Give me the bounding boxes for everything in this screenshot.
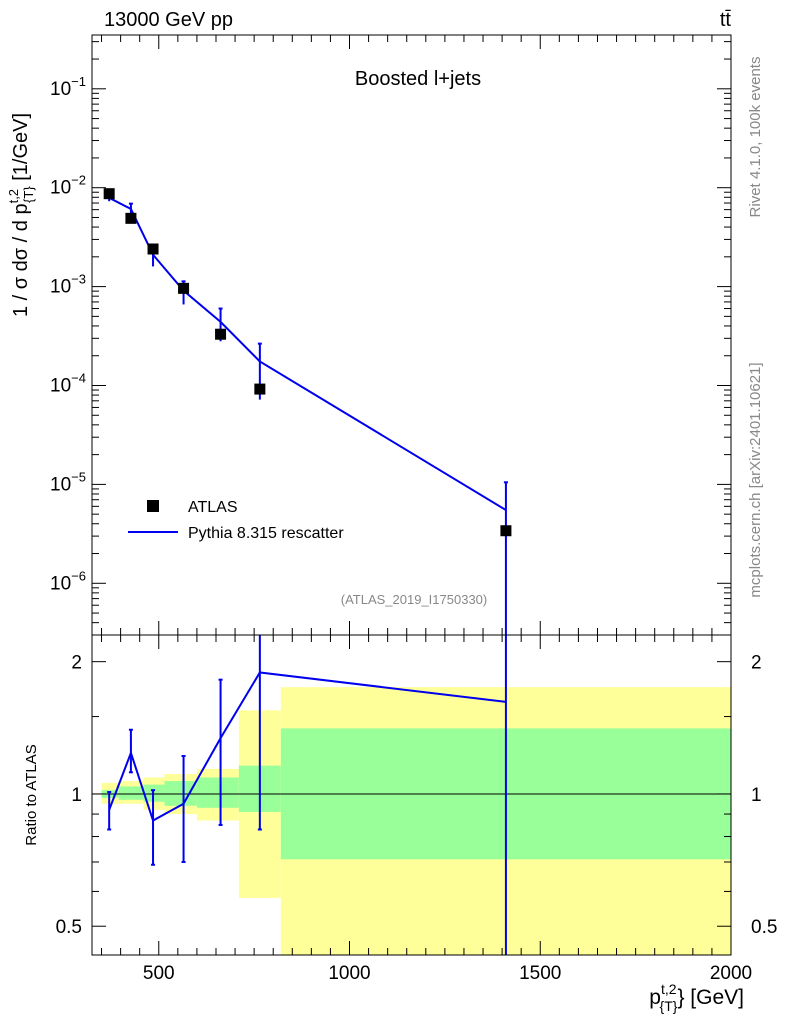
main-plot-area <box>103 188 512 635</box>
legend: ATLAS Pythia 8.315 rescatter <box>128 499 344 542</box>
ratio-plot-area <box>92 635 731 955</box>
x-tick-label: 1500 <box>519 963 561 984</box>
ratio-panel: 0.5 0.5 1 1 2 2 500 1000 1500 2000 Ratio to ATLAS <box>23 634 777 984</box>
analysis-id: (ATLAS_2019_I1750330) <box>341 592 487 607</box>
energy-label: 13000 GeV pp <box>104 9 233 31</box>
ratio-series-line <box>108 671 507 822</box>
process-label: tt̄ <box>720 9 732 31</box>
y-tick-label: 10−6 <box>50 568 86 594</box>
main-axis-ticks: 10−6 10−5 10−4 10−3 10−2 10−1 <box>50 35 732 636</box>
chart-title: Boosted l+jets <box>355 68 481 90</box>
main-frame <box>91 34 732 636</box>
ratio-y-tick-label-right: 1 <box>751 785 762 806</box>
ratio-y-tick-label: 2 <box>71 653 82 674</box>
data-point <box>103 188 115 200</box>
data-point <box>500 525 512 537</box>
x-tick-label: 500 <box>143 963 175 984</box>
ratio-y-tick-label-right: 0.5 <box>751 917 777 938</box>
main-panel: 10−610−510−410−310−210−1 Boosted l+jets … <box>6 34 732 636</box>
legend-atlas-marker <box>147 500 159 512</box>
legend-pythia-label: Pythia 8.315 rescatter <box>188 525 344 542</box>
main-y-axis-title: 1 / σ dσ / d pt,2{T} [1/GeV] <box>6 113 36 317</box>
ratio-axis-ticks: 0.5 0.5 1 1 2 2 500 1000 1500 2000 <box>56 635 777 984</box>
ratio-y-tick-label: 1 <box>71 785 82 806</box>
ratio-y-tick-label-right: 2 <box>751 653 762 674</box>
uncertainty-band-stat <box>164 781 197 806</box>
y-tick-label: 10−4 <box>50 370 86 396</box>
ratio-y-axis-title: Ratio to ATLAS <box>23 744 40 845</box>
data-point <box>178 282 190 294</box>
x-tick-label: 2000 <box>710 963 752 984</box>
mc-series-line <box>108 196 507 511</box>
uncertainty-band-stat <box>118 786 144 800</box>
data-point <box>125 212 137 224</box>
y-tick-label: 10−5 <box>50 469 86 495</box>
x-tick-label: 1000 <box>328 963 370 984</box>
uncertainty-band-stat <box>196 777 239 808</box>
mcplots-label: mcplots.cern.ch [arXiv:2401.10621] <box>747 362 764 597</box>
data-point <box>254 383 266 395</box>
data-point <box>147 243 159 255</box>
y-tick-label: 10−2 <box>50 173 86 199</box>
x-axis-title: pt,2 {T}} [GeV] <box>649 981 744 1014</box>
rivet-version-label: Rivet 4.1.0, 100k events <box>747 57 764 218</box>
ratio-y-tick-label: 0.5 <box>56 917 82 938</box>
data-point <box>215 328 227 340</box>
ratio-frame <box>91 634 732 956</box>
y-tick-label: 10−1 <box>50 74 86 100</box>
y-tick-label: 10−3 <box>50 272 86 298</box>
legend-atlas-label: ATLAS <box>188 499 238 516</box>
